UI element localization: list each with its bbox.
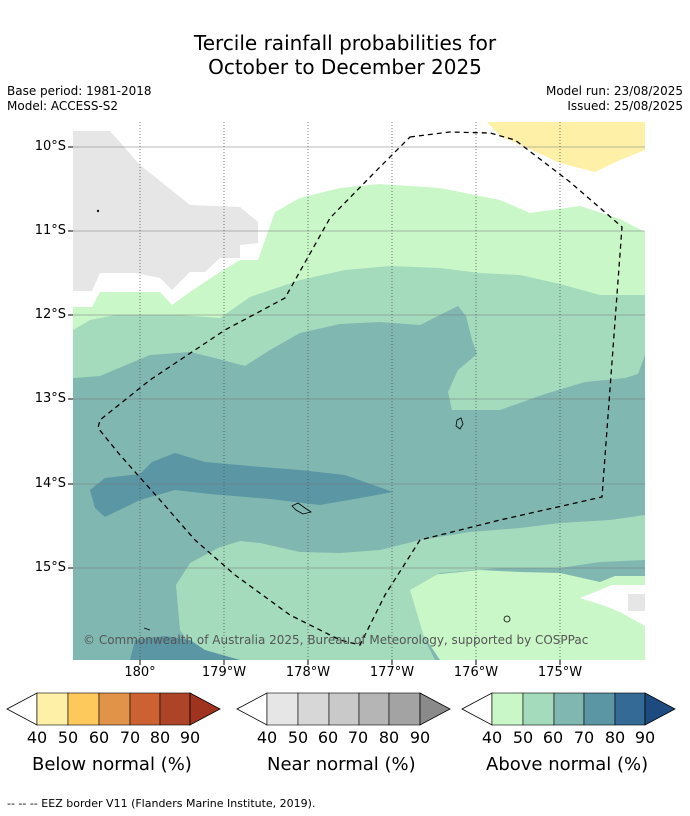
lat-label: 11°S	[34, 223, 66, 238]
legend-tick: 80	[378, 728, 400, 747]
meta-left: Base period: 1981-2018 Model: ACCESS-S2	[7, 84, 152, 114]
lon-label: 178°W	[285, 665, 331, 680]
legend-tick: 70	[119, 728, 141, 747]
legend-caption: Above normal (%)	[486, 754, 649, 775]
legend-tick: 90	[634, 728, 656, 747]
lat-label: 14°S	[34, 476, 66, 491]
legend-tick: 80	[604, 728, 626, 747]
axis-ticks	[68, 146, 561, 665]
legend-tick: 50	[57, 728, 79, 747]
legend-tick: 40	[26, 728, 48, 747]
above-normal-70-bottom	[130, 636, 240, 660]
title-line-2: October to December 2025	[208, 55, 482, 79]
lat-label: 13°S	[34, 391, 66, 406]
lon-label: 180°	[124, 665, 156, 680]
eez-footnote: -- -- -- EEZ border V11 (Flanders Marine…	[7, 797, 316, 810]
legend-tick: 60	[88, 728, 110, 747]
legend-tick: 70	[573, 728, 595, 747]
colorbar-below-normal	[6, 692, 221, 726]
model-run: Model run: 23/08/2025	[545, 84, 683, 98]
lon-label: 179°W	[201, 665, 247, 680]
copyright-notice: © Commonwealth of Australia 2025, Bureau…	[83, 633, 589, 647]
legend-tick: 50	[512, 728, 534, 747]
eez-border	[97, 131, 623, 646]
colorbar-above-normal	[461, 692, 676, 726]
legend-tick: 80	[149, 728, 171, 747]
no-data-grey	[628, 594, 645, 611]
legend-caption: Near normal (%)	[267, 754, 416, 775]
base-period: Base period: 1981-2018	[7, 84, 152, 98]
legend-tick: 90	[179, 728, 201, 747]
lat-label: 15°S	[34, 560, 66, 575]
above-normal-70-band	[90, 453, 393, 517]
legend-tick: 50	[287, 728, 309, 747]
legend-tick: 40	[481, 728, 503, 747]
legend-tick: 60	[317, 728, 339, 747]
model-name: Model: ACCESS-S2	[7, 99, 119, 113]
lon-label: 175°W	[537, 665, 583, 680]
above-normal-40-bottom	[408, 570, 645, 660]
issued-date: Issued: 25/08/2025	[567, 99, 683, 113]
legend-tick: 90	[409, 728, 431, 747]
lat-gridlines	[73, 146, 645, 569]
legend-tick: 40	[256, 728, 278, 747]
legend-tick: 60	[542, 728, 564, 747]
legend-caption: Below normal (%)	[32, 754, 192, 775]
lon-label: 177°W	[369, 665, 415, 680]
lat-label: 10°S	[34, 139, 66, 154]
island-outlines	[96, 209, 511, 631]
near-normal-region	[73, 131, 258, 291]
title-line-1: Tercile rainfall probabilities for	[193, 31, 497, 55]
colorbar-near-normal	[236, 692, 451, 726]
legend-tick: 70	[347, 728, 369, 747]
map-title: Tercile rainfall probabilities for Octob…	[0, 31, 690, 79]
above-normal-50-bottom	[176, 515, 645, 660]
lat-label: 12°S	[34, 307, 66, 322]
meta-right: Model run: 23/08/2025 Issued: 25/08/2025	[546, 84, 683, 114]
lon-label: 176°W	[453, 665, 499, 680]
